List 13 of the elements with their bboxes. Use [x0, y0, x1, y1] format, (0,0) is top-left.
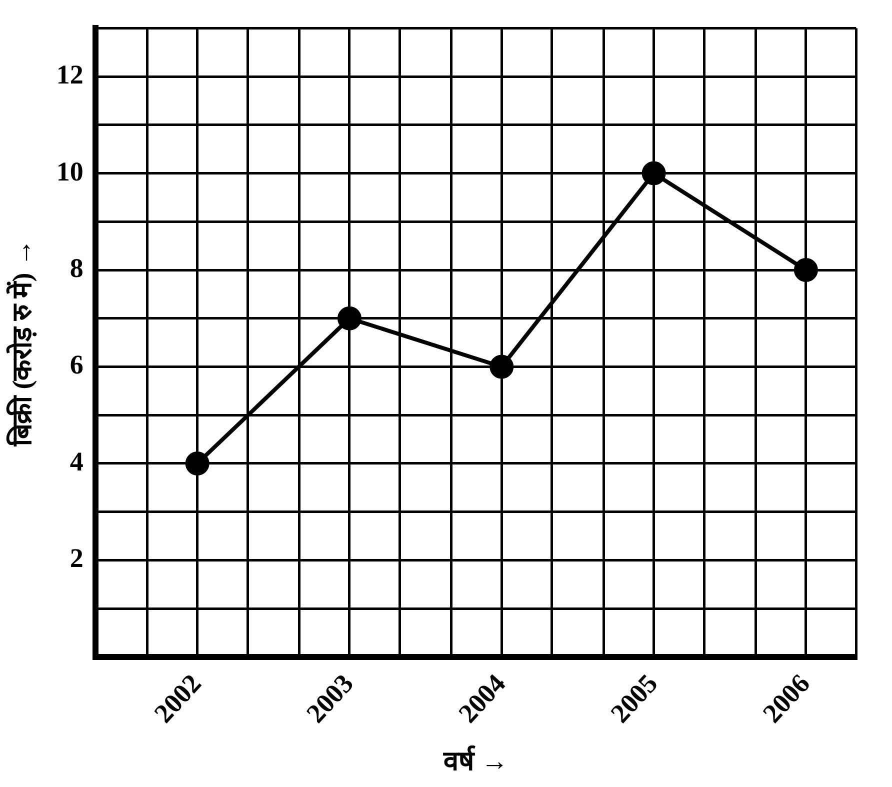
y-axis-title: बिक्री (करोड़ रु में) → — [6, 239, 38, 448]
y-tick-label: 4 — [70, 446, 84, 476]
point — [185, 451, 210, 476]
y-tick-label: 6 — [70, 350, 84, 380]
point — [642, 161, 666, 186]
y-tick-label: 8 — [70, 252, 84, 283]
y-tick-label: 2 — [70, 543, 84, 574]
point — [337, 306, 362, 330]
point — [490, 354, 514, 379]
y-tick-label: 12 — [56, 60, 84, 90]
x-axis-title: वर्ष → — [442, 744, 508, 776]
point — [794, 258, 818, 282]
y-tick-label: 10 — [56, 156, 84, 186]
